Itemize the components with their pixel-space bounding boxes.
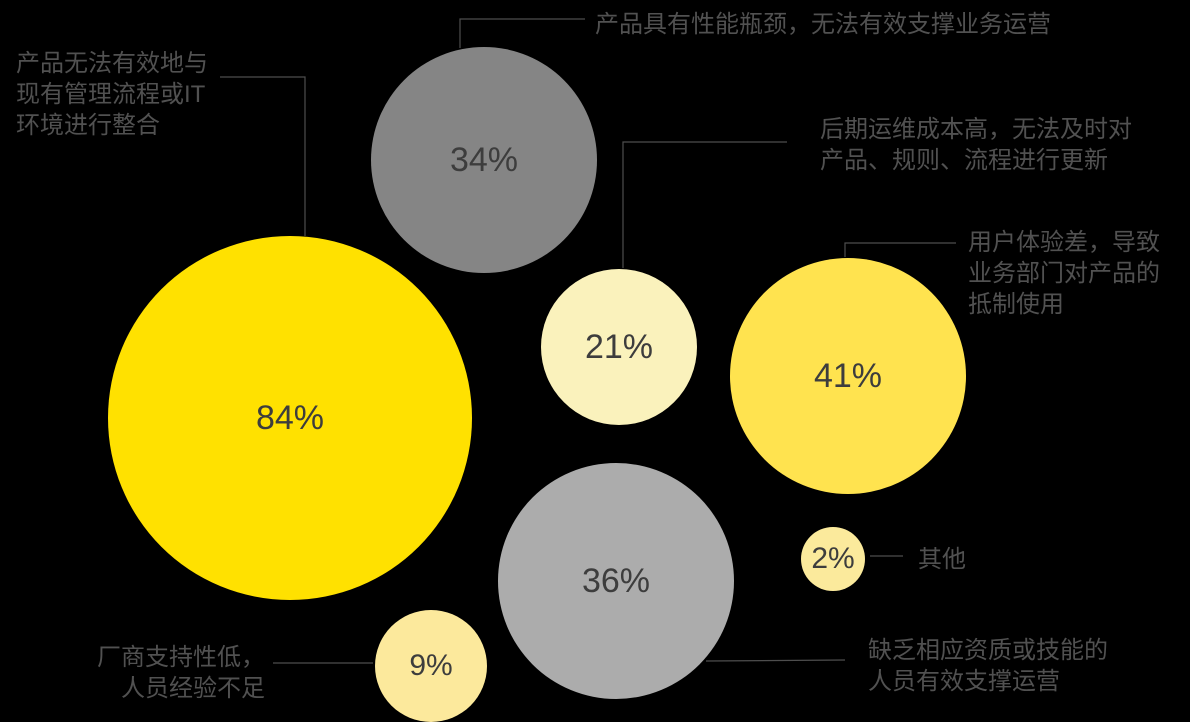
bubble-21-value: 21% [584,328,654,366]
bubble-36-value: 36% [581,562,651,600]
bubble-34-value: 34% [449,141,519,179]
label-other: 其他 [918,546,966,573]
bubble-41-value: 41% [813,357,883,395]
bubble-84: 84% [108,236,472,600]
bubble-9: 9% [375,610,487,722]
connector-line-41 [844,242,956,257]
connector-line-36 [705,659,846,662]
label-integration: 产品无法有效地与 现有管理流程或IT 环境进行整合 [16,50,208,139]
bubble-2-value: 2% [811,542,855,575]
connector-line-34 [459,18,585,48]
label-vendor-support: 厂商支持性低， 人员经验不足 [97,644,265,702]
label-lack-of-skills: 缺乏相应资质或技能的 人员有效支撑运营 [868,637,1108,695]
bubble-9-value: 9% [409,649,453,682]
connector-line-21 [622,141,787,268]
bubble-36: 36% [498,463,734,699]
bubble-2: 2% [801,527,865,591]
label-maintenance-cost: 后期运维成本高，无法及时对 产品、规则、流程进行更新 [820,116,1132,174]
bubble-34: 34% [371,47,597,273]
bubble-84-value: 84% [255,399,325,437]
bubble-41: 41% [730,258,966,494]
label-user-experience: 用户体验差，导致 业务部门对产品的 抵制使用 [968,229,1160,318]
label-performance-bottleneck: 产品具有性能瓶颈，无法有效支撑业务运营 [595,11,1051,38]
bubble-21: 21% [541,269,697,425]
